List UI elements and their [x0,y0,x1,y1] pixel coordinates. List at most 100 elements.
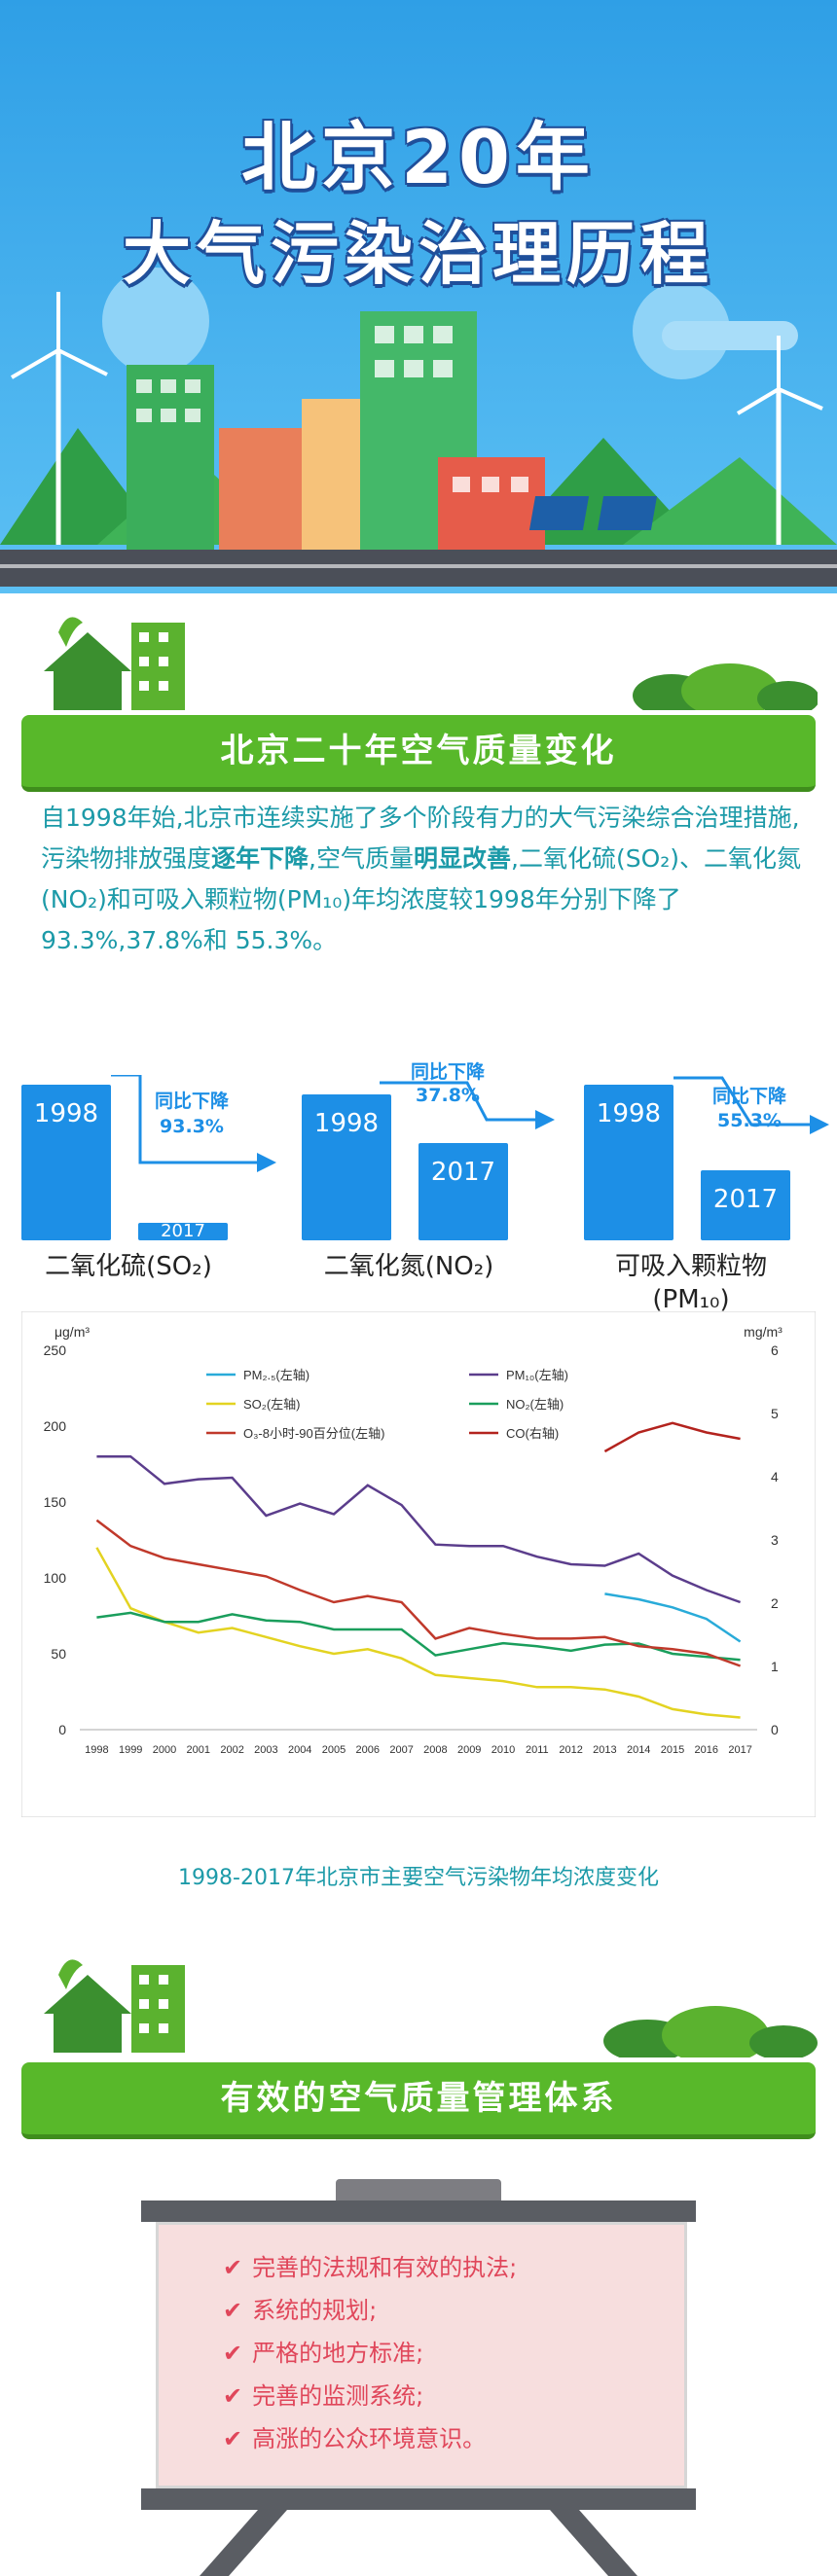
legend-label: CO(右轴) [506,1426,559,1441]
measure-item: ✔ 系统的规划; [223,2289,684,2332]
measure-item: ✔ 完善的监测系统; [223,2375,684,2417]
bar-1998: 1998 [21,1085,111,1240]
x-tick-label: 2013 [593,1744,616,1756]
pollution-line-chart: μg/m³ mg/m³ 0 50 100 150 200 250 0 1 2 3 4 5 6 1998 1999… [21,1311,816,1817]
y2-tick-label: 0 [771,1722,779,1737]
hero-banner: 北京20年 大气污染治理历程 [0,0,837,593]
easel-illustration [141,2179,696,2576]
x-tick-label: 2001 [187,1744,210,1756]
house-icon [44,617,185,710]
arrow-icon [111,1075,276,1172]
pollutant-name: 可吸入颗粒物(PM₁₀) [614,1252,767,1314]
legend-label: PM₂.₅(左轴) [243,1368,309,1382]
x-tick-label: 1999 [119,1744,142,1756]
x-tick-label: 2016 [695,1744,718,1756]
intro-text-2: ,空气质量 [309,844,414,873]
section1-title: 北京二十年空气质量变化 [21,715,816,792]
check-icon: ✔ [223,2382,243,2410]
title-line-2: 大气污染治理历程 [123,214,714,294]
measure-item: ✔ 严格的地方标准; [223,2332,684,2375]
y-tick-label: 150 [44,1494,67,1510]
y2-tick-label: 6 [771,1342,779,1358]
measure-item: ✔ 高涨的公众环境意识。 [223,2417,684,2460]
drop-label: 同比下降 [410,1061,485,1083]
x-tick-label: 2006 [356,1744,380,1756]
bushes-icon [633,663,818,710]
chart-frame [21,1311,816,1817]
bar-2017: 2017 [138,1223,228,1240]
measure-text: 完善的法规和有效的执法; [252,2254,518,2281]
x-tick-label: 2003 [254,1744,277,1756]
measure-text: 系统的规划; [252,2297,378,2324]
x-tick-label: 2011 [526,1744,549,1756]
bar-2017: 2017 [701,1170,790,1240]
x-tick-label: 2004 [288,1744,311,1756]
drop-value: 93.3% [160,1116,224,1137]
drop-value: 37.8% [416,1085,480,1106]
legend-label: PM₁₀(左轴) [506,1368,568,1382]
x-tick-label: 2012 [559,1744,582,1756]
city-illustration [0,268,837,587]
x-tick-label: 2002 [220,1744,243,1756]
measures-list: ✔ 完善的法规和有效的执法; ✔ 系统的规划; ✔ 严格的地方标准; ✔ 完善的监测系统… [159,2225,684,2460]
x-tick-label: 2014 [627,1744,650,1756]
comparison-no2: 1998 2017 同比下降 37.8% 二氧化氮(NO₂) [302,1060,564,1284]
series-line-1 [96,1454,742,1604]
y-tick-label: 100 [44,1570,67,1586]
legend-label: NO₂(左轴) [506,1397,564,1412]
bushes-icon-2 [603,2006,818,2057]
drop-label: 同比下降 [154,1091,229,1112]
series-line-o3 [95,1519,742,1667]
bar-2017: 2017 [418,1143,508,1240]
house-icon-2 [44,1959,185,2053]
intro-text-1: 自1998年始,北京市连续实施了多个阶段有力的大气污染综合治理措施,污染物排放强… [41,804,800,873]
y2-tick-label: 4 [771,1469,779,1485]
comparison-pm10: 1998 2017 同比下降 55.3% 可吸入颗粒物(PM₁₀) [584,1060,837,1314]
x-tick-label: 2008 [423,1744,447,1756]
y2-axis-label: mg/m³ [744,1324,782,1340]
arrow-icon [380,1081,555,1129]
x-tick-label: 2009 [457,1744,481,1756]
intro-bold-1: 逐年下降 [211,844,309,873]
y-axis-label: μg/m³ [55,1324,90,1340]
x-tick-label: 2007 [389,1744,413,1756]
y2-tick-label: 2 [771,1595,779,1611]
intro-bold-2: 明显改善 [413,844,511,873]
arrow-icon [673,1076,829,1134]
y-tick-label: 0 [58,1722,66,1737]
intro-paragraph: 自1998年始,北京市连续实施了多个阶段有力的大气污染综合治理措施,污染物排放强… [41,798,810,961]
chart-caption: 1998-2017年北京市主要空气污染物年均浓度变化 [178,1866,659,1890]
y-tick-label: 250 [44,1342,67,1358]
y2-tick-label: 3 [771,1532,779,1548]
series-line-2 [95,1547,741,1719]
intro-text-3: ,二氧化硫(SO₂)、二氧化氮(NO₂)和可吸入颗粒物(PM₁₀)年均浓度较19… [41,844,802,954]
x-tick-label: 2005 [322,1744,346,1756]
pollutant-name: 二氧化硫(SO₂) [45,1252,212,1281]
check-icon: ✔ [223,2340,243,2367]
measure-text: 高涨的公众环境意识。 [252,2425,487,2452]
x-tick-label: 2017 [728,1744,751,1756]
measures-board: ✔ 完善的法规和有效的执法; ✔ 系统的规划; ✔ 严格的地方标准; ✔ 完善的监测系统… [156,2222,687,2488]
check-icon: ✔ [223,2425,243,2452]
bar-1998: 1998 [302,1094,391,1240]
pollutant-name: 二氧化氮(NO₂) [323,1252,494,1281]
y2-tick-label: 1 [771,1659,779,1674]
y-tick-label: 200 [44,1418,67,1434]
section2-title: 有效的空气质量管理体系 [21,2062,816,2139]
title-line-1: 北京20年 [241,114,596,200]
x-tick-label: 2010 [491,1744,515,1756]
comparison-so2: 1998 2017 同比下降 93.3% 二氧化硫(SO₂) [21,1060,284,1284]
measure-text: 完善的监测系统; [252,2382,424,2410]
x-tick-label: 1998 [85,1744,108,1756]
legend-label: SO₂(左轴) [243,1397,301,1412]
y2-tick-label: 5 [771,1406,779,1421]
check-icon: ✔ [223,2254,243,2281]
x-tick-label: 2015 [661,1744,684,1756]
y-tick-label: 50 [51,1646,66,1662]
bar-1998: 1998 [584,1085,673,1240]
series-line-0 [604,1592,742,1643]
check-icon: ✔ [223,2297,243,2324]
x-tick-label: 2000 [153,1744,176,1756]
measure-text: 严格的地方标准; [252,2340,424,2367]
measure-item: ✔ 完善的法规和有效的执法; [223,2246,684,2289]
